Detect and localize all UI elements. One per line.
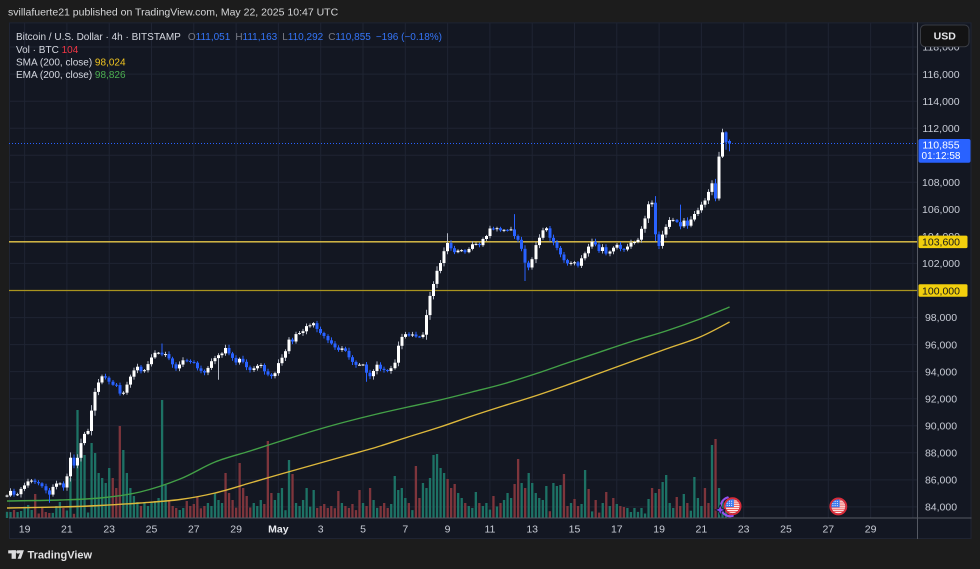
- svg-text:USD: USD: [934, 31, 957, 43]
- svg-text:100,000: 100,000: [922, 285, 960, 297]
- svg-text:svillafuerte21 published on Tr: svillafuerte21 published on TradingView.…: [8, 7, 339, 19]
- svg-text:90,000: 90,000: [925, 420, 957, 432]
- svg-text:96,000: 96,000: [925, 339, 957, 351]
- svg-text:86,000: 86,000: [925, 475, 957, 487]
- svg-text:27: 27: [822, 524, 834, 536]
- svg-text:21: 21: [696, 524, 708, 536]
- svg-text:110,855: 110,855: [922, 140, 959, 152]
- svg-text:25: 25: [146, 524, 158, 536]
- svg-text:19: 19: [653, 524, 665, 536]
- svg-text:114,000: 114,000: [922, 96, 959, 108]
- svg-text:Bitcoin / U.S. Dollar · 4h · B: Bitcoin / U.S. Dollar · 4h · BITSTAMP O11…: [16, 32, 442, 43]
- svg-text:116,000: 116,000: [922, 69, 959, 81]
- svg-text:23: 23: [103, 524, 115, 536]
- svg-text:01:12:58: 01:12:58: [922, 151, 961, 162]
- svg-text:7: 7: [402, 524, 408, 536]
- svg-text:23: 23: [738, 524, 750, 536]
- svg-text:29: 29: [230, 524, 242, 536]
- svg-text:9: 9: [445, 524, 451, 536]
- svg-text:29: 29: [865, 524, 877, 536]
- svg-text:88,000: 88,000: [925, 448, 957, 460]
- svg-text:EMA (200, close) 98,826: EMA (200, close) 98,826: [16, 70, 126, 81]
- svg-text:108,000: 108,000: [922, 177, 960, 189]
- svg-text:SMA (200, close) 98,024: SMA (200, close) 98,024: [16, 58, 126, 69]
- svg-text:94,000: 94,000: [925, 366, 957, 378]
- svg-text:25: 25: [780, 524, 792, 536]
- svg-text:May: May: [268, 524, 289, 536]
- svg-text:102,000: 102,000: [922, 258, 960, 270]
- svg-text:13: 13: [526, 524, 538, 536]
- svg-text:19: 19: [19, 524, 31, 536]
- svg-text:17: 17: [611, 524, 623, 536]
- svg-text:27: 27: [188, 524, 200, 536]
- svg-text:5: 5: [360, 524, 366, 536]
- svg-text:98,000: 98,000: [925, 312, 957, 324]
- svg-text:15: 15: [569, 524, 581, 536]
- svg-text:84,000: 84,000: [925, 502, 957, 514]
- svg-text:106,000: 106,000: [922, 204, 960, 216]
- svg-text:Vol · BTC 104: Vol · BTC 104: [16, 45, 79, 56]
- svg-text:92,000: 92,000: [925, 393, 957, 405]
- svg-text:3: 3: [318, 524, 324, 536]
- svg-text:21: 21: [61, 524, 73, 536]
- svg-text:112,000: 112,000: [922, 123, 959, 135]
- svg-text:TradingView: TradingView: [28, 549, 93, 561]
- svg-text:103,600: 103,600: [922, 237, 960, 249]
- svg-text:11: 11: [484, 524, 495, 536]
